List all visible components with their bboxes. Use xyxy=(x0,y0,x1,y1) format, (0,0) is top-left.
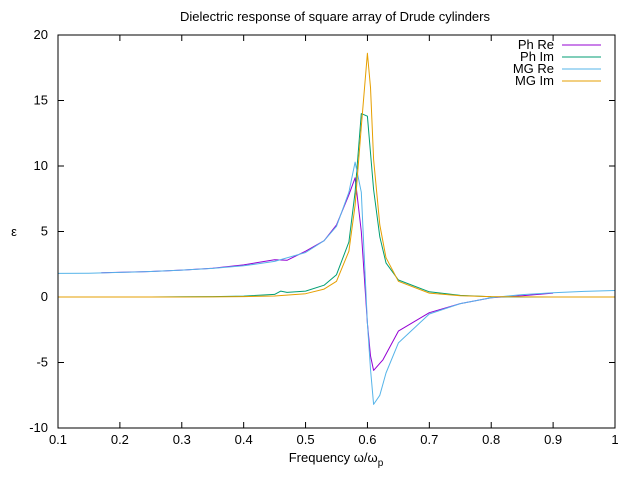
legend-label-mg-im: MG Im xyxy=(515,73,554,88)
x-tick-label: 0.2 xyxy=(111,432,129,447)
x-tick-label: 0.7 xyxy=(420,432,438,447)
x-tick-label: 0.4 xyxy=(235,432,253,447)
y-axis-label: ε xyxy=(11,224,17,239)
x-tick-label: 0.8 xyxy=(482,432,500,447)
y-tick-label: 15 xyxy=(34,93,48,108)
x-tick-label: 0.9 xyxy=(544,432,562,447)
x-tick-label: 1 xyxy=(611,432,618,447)
x-axis-label-subscript: p xyxy=(378,458,384,469)
y-tick-label: 5 xyxy=(41,224,48,239)
legend-label-ph-re: Ph Re xyxy=(518,37,554,52)
x-tick-label: 0.3 xyxy=(173,432,191,447)
series-line-ph-re xyxy=(101,177,554,371)
series-line-mg-re xyxy=(57,161,616,405)
legend-label-mg-re: MG Re xyxy=(513,61,554,76)
series-line-ph-im xyxy=(101,113,554,298)
axis-ticks: 0.1 0.2 0.3 0.4 0.5 0.6 0.7 0.8 0.9 1 -10 -5 0 5 10 15 2… xyxy=(29,27,618,447)
y-tick-label: 10 xyxy=(34,158,48,173)
series-line-mg-im xyxy=(58,52,615,298)
x-tick-label: 0.5 xyxy=(297,432,315,447)
x-tick-label: 0.6 xyxy=(358,432,376,447)
legend-label-ph-im: Ph Im xyxy=(520,49,554,64)
x-axis-label: Frequency ω/ωp xyxy=(289,450,384,469)
chart-title: Dielectric response of square array of D… xyxy=(180,9,490,24)
y-tick-label: -10 xyxy=(29,420,48,435)
y-tick-label: 20 xyxy=(34,27,48,42)
y-tick-label: 0 xyxy=(41,289,48,304)
series-layer xyxy=(57,52,616,405)
y-tick-label: -5 xyxy=(36,355,48,370)
x-tick-label: 0.1 xyxy=(49,432,67,447)
x-axis-label-main: Frequency ω/ω xyxy=(289,450,378,465)
plot-frame xyxy=(57,34,616,429)
